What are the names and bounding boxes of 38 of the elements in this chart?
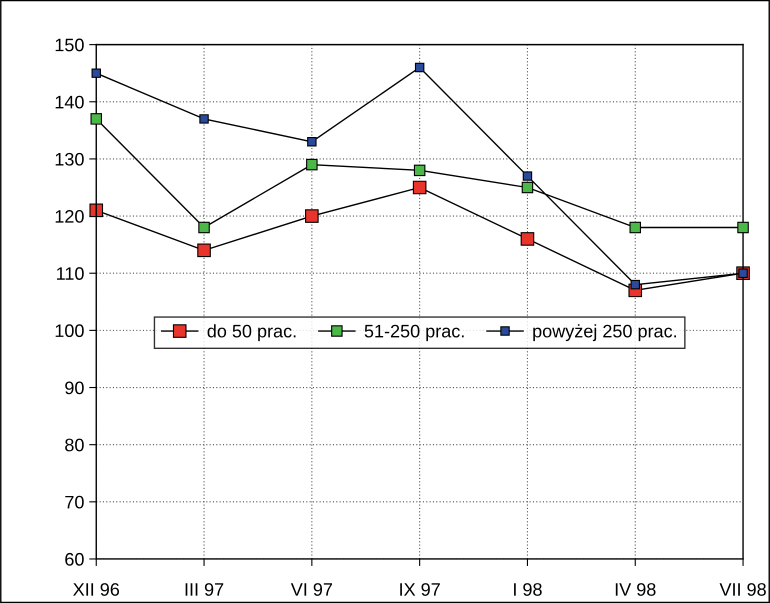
y-tick-label: 140 xyxy=(56,96,84,108)
point xyxy=(522,182,534,194)
x-tick-label: VII 98 xyxy=(720,583,766,596)
point xyxy=(306,158,318,170)
point xyxy=(414,62,424,72)
point xyxy=(412,180,426,194)
point xyxy=(629,222,642,234)
point xyxy=(630,280,640,290)
point xyxy=(414,164,426,176)
point xyxy=(92,68,101,78)
point xyxy=(197,244,211,258)
legend-label: powyżej 250 prac. xyxy=(533,324,676,342)
point xyxy=(89,204,104,218)
x-tick-label: VI 97 xyxy=(290,583,332,596)
point xyxy=(199,114,209,124)
y-tick-label: 110 xyxy=(57,267,84,280)
x-tick-label: IV 98 xyxy=(616,583,656,596)
point xyxy=(737,222,749,234)
y-tick-label: 130 xyxy=(56,152,84,166)
x-tick-label: I 98 xyxy=(514,583,542,596)
y-tick-label: 100 xyxy=(56,324,84,338)
x-tick-label: III 97 xyxy=(186,583,224,596)
point xyxy=(198,222,210,234)
y-tick-label: 70 xyxy=(65,496,84,509)
point xyxy=(520,232,534,246)
x-tick-label: XII 96 xyxy=(73,583,120,596)
legend-label: 51-250 prac. xyxy=(364,324,464,342)
point xyxy=(90,113,102,125)
y-tick-label: 90 xyxy=(65,381,84,394)
legend-label: do 50 prac. xyxy=(208,324,296,342)
point xyxy=(305,209,319,223)
y-tick-label: 120 xyxy=(56,210,84,223)
y-tick-label: 80 xyxy=(65,438,84,452)
x-tick-label: IX 97 xyxy=(400,583,440,596)
point xyxy=(307,137,317,146)
y-tick-label: 60 xyxy=(65,552,84,566)
y-tick-label: 150 xyxy=(56,38,84,52)
point xyxy=(522,171,532,181)
